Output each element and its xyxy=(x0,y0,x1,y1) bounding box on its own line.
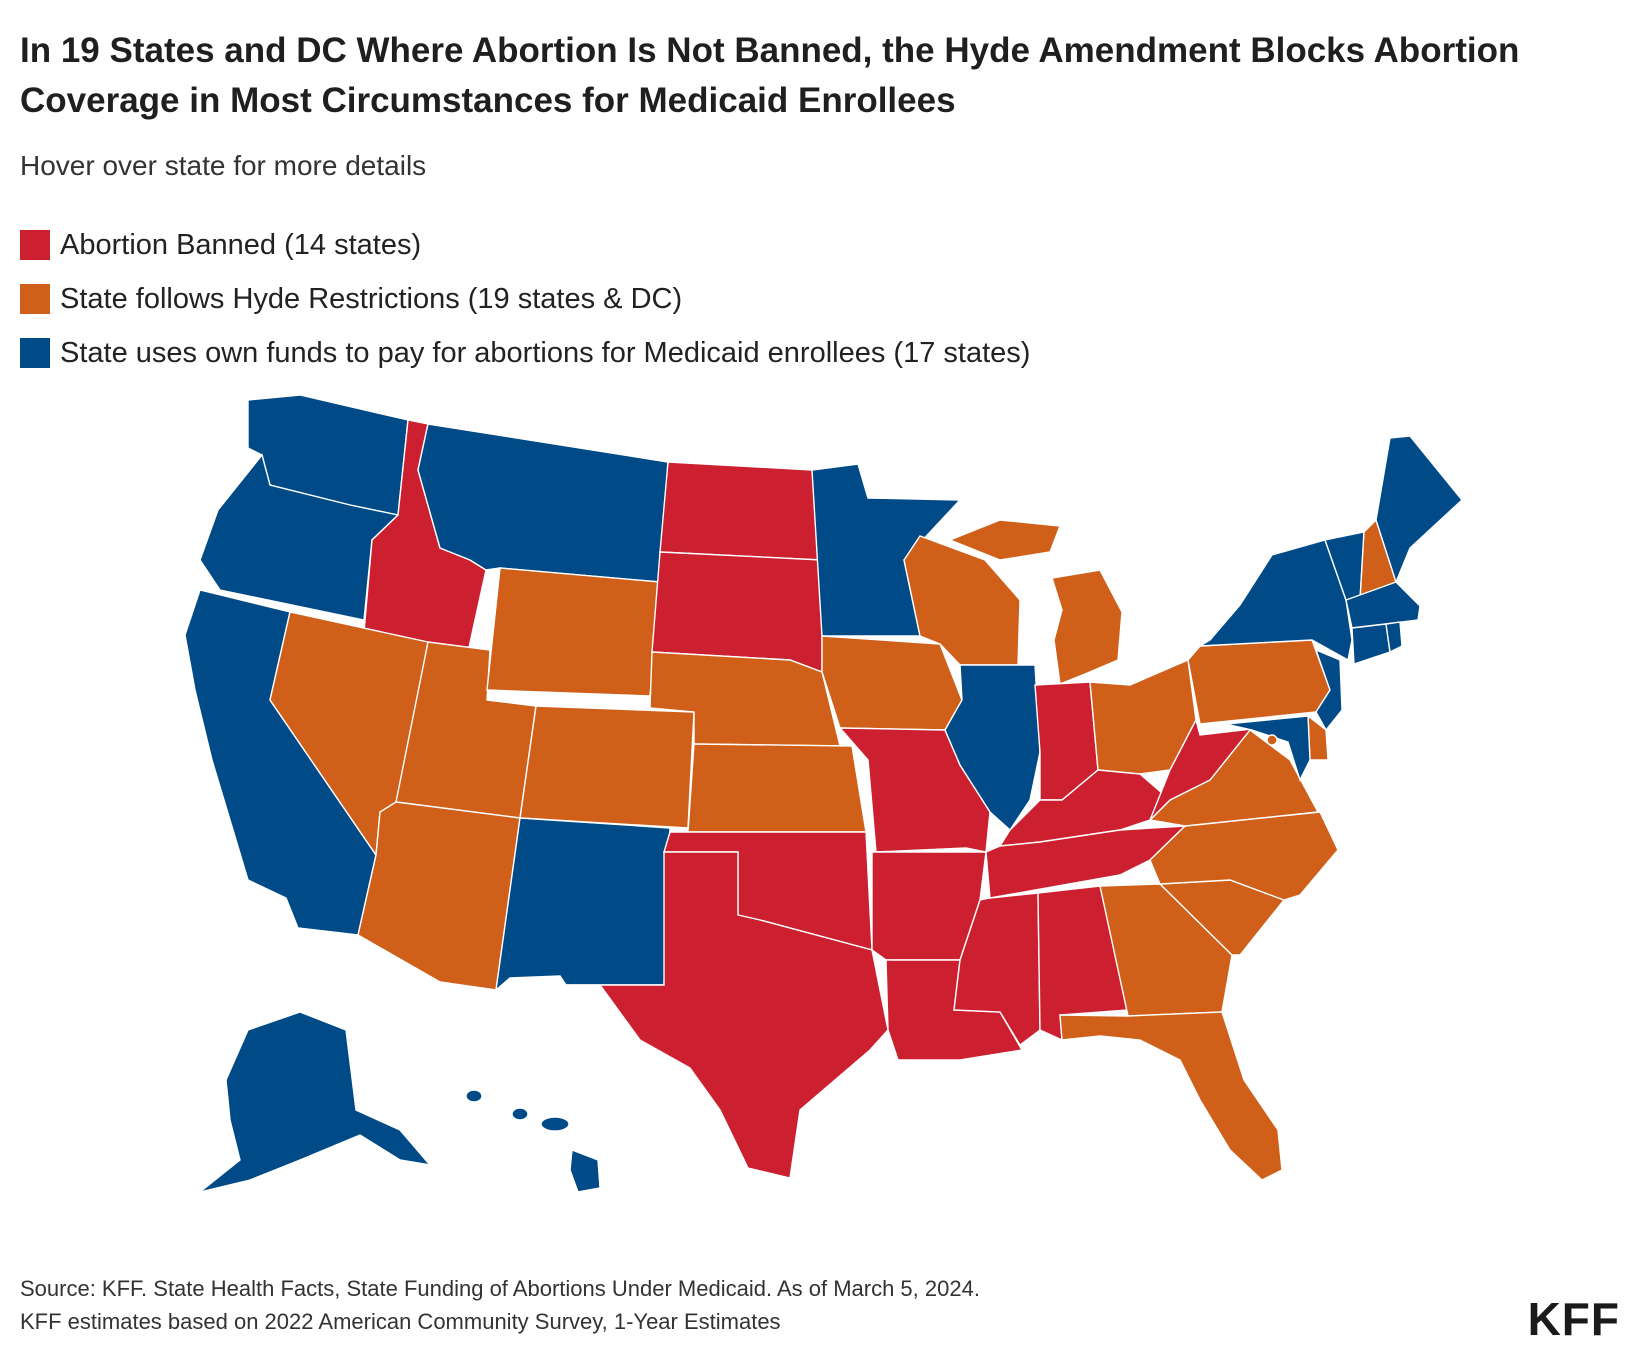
legend: Abortion Banned (14 states) State follow… xyxy=(20,218,1030,380)
state-pa[interactable] xyxy=(1187,639,1331,725)
state-ct[interactable] xyxy=(1351,623,1391,665)
state-nd[interactable] xyxy=(659,461,823,561)
kff-logo: KFF xyxy=(1527,1293,1620,1345)
state-nm[interactable] xyxy=(495,817,671,992)
state-dc[interactable] xyxy=(1266,734,1278,746)
legend-label-hyde: State follows Hyde Restrictions (19 stat… xyxy=(60,282,683,315)
state-wy[interactable] xyxy=(486,567,661,697)
legend-item-own-funds: State uses own funds to pay for abortion… xyxy=(20,326,1030,380)
state-ia[interactable] xyxy=(821,635,963,731)
state-ma[interactable] xyxy=(1345,581,1421,629)
state-hi-kauai[interactable] xyxy=(465,1089,483,1103)
legend-label-banned: Abortion Banned (14 states) xyxy=(60,228,422,261)
state-az[interactable] xyxy=(357,801,521,991)
state-nc[interactable] xyxy=(1149,811,1339,901)
state-tx[interactable] xyxy=(566,851,889,1179)
state-fl[interactable] xyxy=(1059,1011,1283,1181)
state-hi-maui[interactable] xyxy=(540,1116,570,1132)
legend-swatch-hyde xyxy=(20,284,50,314)
states-layer xyxy=(184,394,1463,1193)
state-hi-oahu[interactable] xyxy=(511,1107,529,1121)
state-md[interactable] xyxy=(1225,715,1311,782)
source-line-1: Source: KFF. State Health Facts, State F… xyxy=(20,1276,980,1301)
legend-swatch-own-funds xyxy=(20,338,50,368)
legend-item-hyde: State follows Hyde Restrictions (19 stat… xyxy=(20,272,1030,326)
state-ny[interactable] xyxy=(1199,539,1353,662)
legend-swatch-banned xyxy=(20,230,50,260)
chart-subtitle: Hover over state for more details xyxy=(20,150,427,181)
state-ks[interactable] xyxy=(687,743,867,833)
state-mi-upper[interactable] xyxy=(948,519,1061,561)
state-mi[interactable] xyxy=(1051,569,1123,685)
state-ri[interactable] xyxy=(1385,621,1403,654)
state-hi[interactable] xyxy=(569,1149,601,1193)
source-line-2: KFF estimates based on 2022 American Com… xyxy=(20,1309,781,1334)
source-note: Source: KFF. State Health Facts, State F… xyxy=(20,1272,980,1338)
legend-label-own-funds: State uses own funds to pay for abortion… xyxy=(60,336,1031,369)
state-ga[interactable] xyxy=(1099,883,1233,1017)
state-mn[interactable] xyxy=(811,463,962,637)
chart-title: In 19 States and DC Where Abortion Is No… xyxy=(20,31,1520,120)
state-ak[interactable] xyxy=(199,1011,432,1193)
legend-item-banned: Abortion Banned (14 states) xyxy=(20,218,1030,272)
state-co[interactable] xyxy=(519,705,695,829)
state-me[interactable] xyxy=(1375,435,1463,585)
us-state-map xyxy=(184,394,1463,1193)
